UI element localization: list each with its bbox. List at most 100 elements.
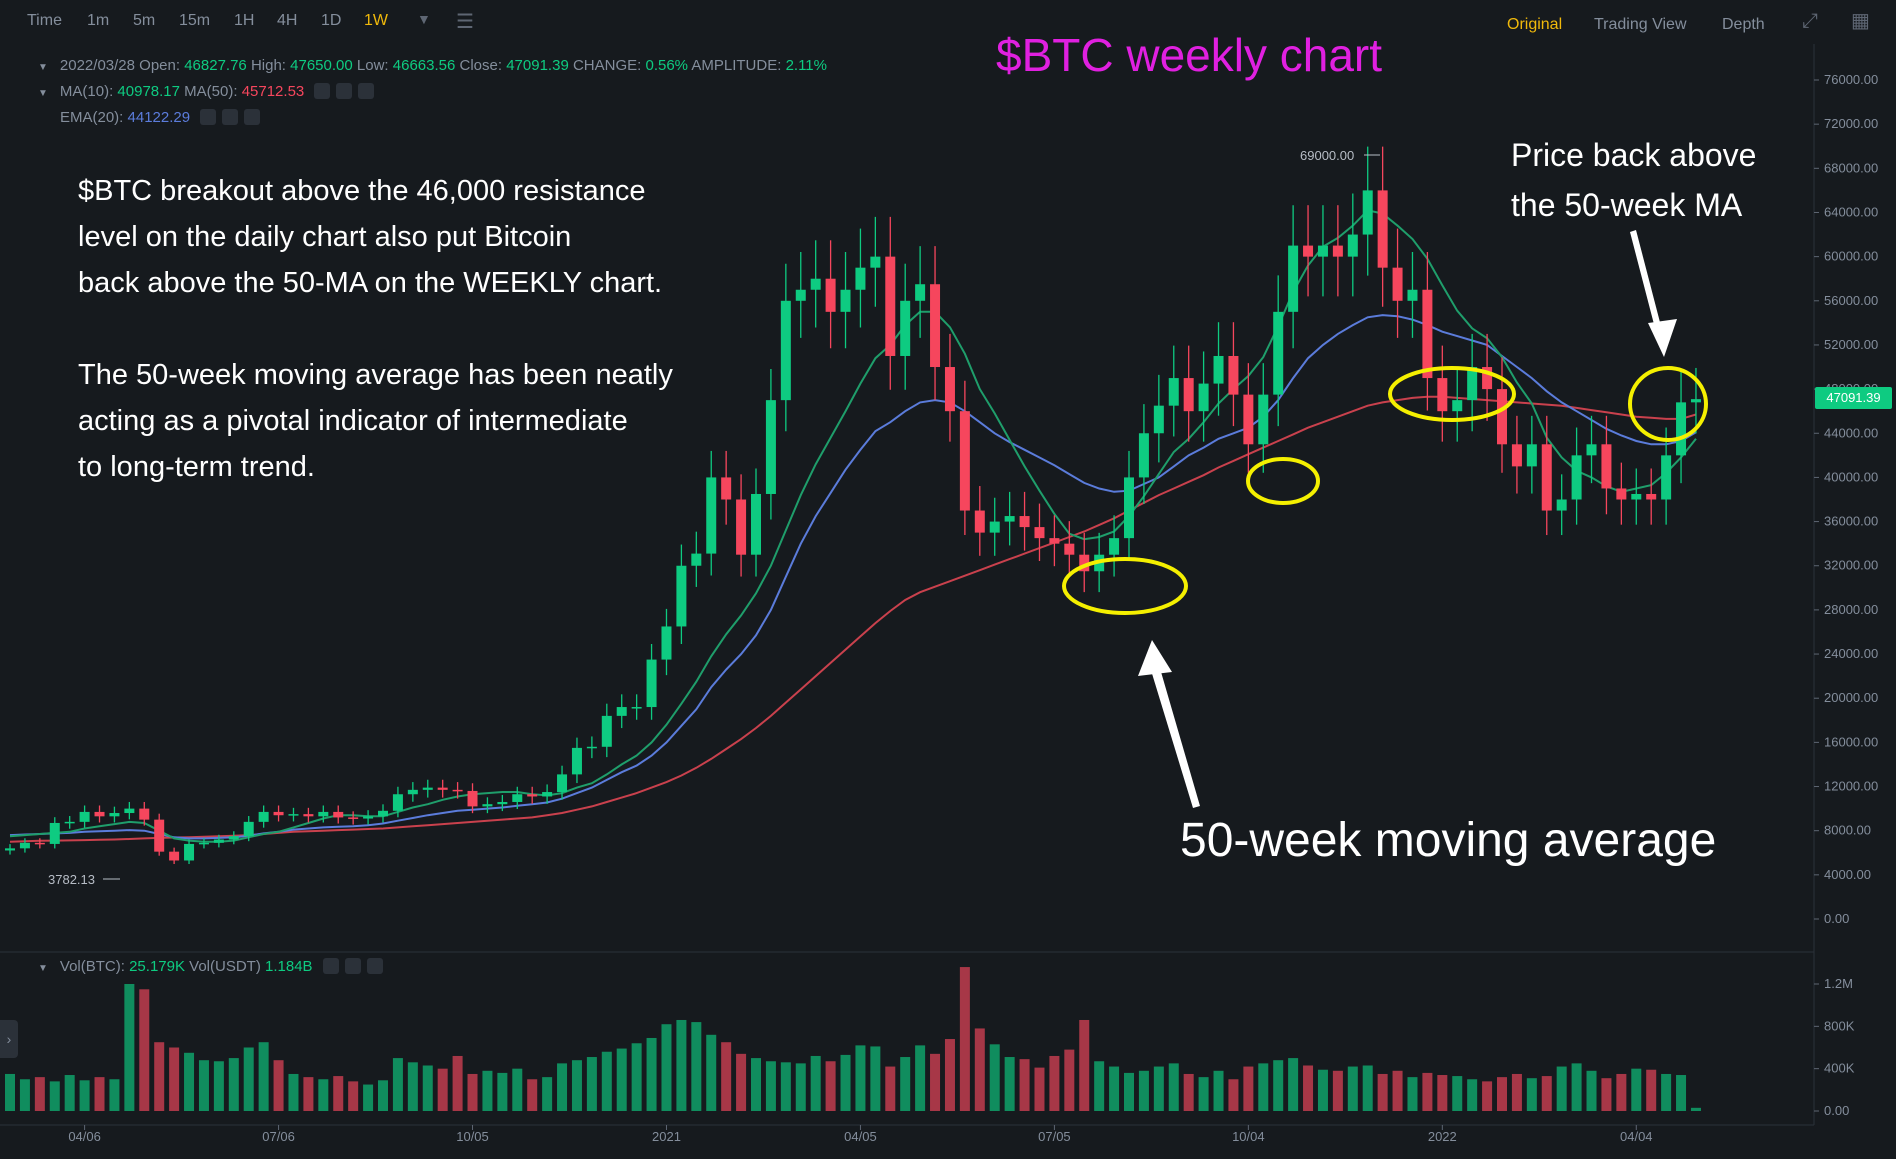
volume-bar (825, 1061, 836, 1111)
candle (1616, 488, 1627, 500)
candle (154, 819, 165, 852)
x-tick-label: 2022 (1428, 1129, 1457, 1144)
close-icon[interactable] (358, 83, 375, 99)
candle (1377, 190, 1388, 268)
candle (467, 790, 478, 807)
volume-bar (303, 1077, 314, 1111)
y-tick-label: 16000.00 (1824, 734, 1878, 749)
candle (1511, 444, 1522, 467)
vol-tick-label: 400K (1824, 1061, 1855, 1076)
candle (706, 477, 717, 554)
volume-bar (79, 1080, 90, 1111)
volume-bar (1228, 1079, 1239, 1111)
high-value: 47650.00 (290, 57, 353, 74)
change-value: 0.56% (645, 57, 689, 74)
candle (363, 816, 374, 819)
visibility-icon[interactable] (322, 958, 339, 974)
volume-bar (885, 1066, 896, 1111)
view-trading-view[interactable]: Trading View (1594, 16, 1687, 33)
volume-bar (1347, 1066, 1358, 1111)
candle (1213, 355, 1224, 384)
volume-bar (855, 1045, 866, 1111)
volume-bar (392, 1058, 403, 1111)
candle (959, 411, 970, 511)
close-icon[interactable] (366, 958, 383, 974)
volume-bar (810, 1055, 821, 1111)
fullscreen-icon[interactable]: ⤢ (1802, 10, 1818, 32)
candle (691, 553, 702, 566)
interval-1w[interactable]: 1W (364, 12, 388, 29)
volume-bar (1213, 1070, 1224, 1111)
view-original[interactable]: Original (1507, 16, 1563, 33)
candle (303, 814, 314, 817)
low-value: 46663.56 (392, 57, 456, 74)
candle (601, 715, 612, 747)
chevron-down-icon[interactable]: ▼ (417, 11, 431, 27)
volume-bar (109, 1079, 120, 1111)
volume-bar (1661, 1073, 1672, 1111)
candle-date: 2022/03/28 (59, 57, 135, 74)
candle (228, 836, 239, 840)
collapse-icon[interactable]: ▼ (38, 963, 48, 974)
collapse-icon[interactable]: ▼ (38, 88, 48, 99)
volume-bar (1019, 1059, 1030, 1111)
candle (1004, 516, 1015, 522)
ma-info: ▼ MA(10): 40978.17 MA(50): 45712.53 (38, 83, 375, 100)
volume-bar (1183, 1073, 1194, 1111)
close-icon[interactable] (244, 109, 261, 125)
candle (422, 787, 433, 790)
interval-4h[interactable]: 4H (277, 12, 298, 29)
view-depth[interactable]: Depth (1722, 16, 1765, 33)
volume-bar (900, 1057, 911, 1111)
volume-bar (751, 1058, 761, 1111)
volume-bar (378, 1080, 388, 1111)
ema20-value: 44122.29 (127, 109, 191, 126)
visibility-icon[interactable] (314, 83, 331, 99)
candle (795, 289, 806, 301)
settings-sliders-icon[interactable]: ☰ (456, 11, 474, 33)
volume-bar (1511, 1073, 1522, 1111)
volume-bar (1556, 1066, 1567, 1111)
volume-bar (1467, 1079, 1478, 1111)
candle (482, 804, 493, 807)
candle (1526, 444, 1537, 467)
volume-bar (930, 1053, 941, 1111)
y-tick-label: 72000.00 (1824, 116, 1878, 131)
candle (1332, 245, 1343, 257)
settings-icon[interactable] (222, 109, 239, 125)
visibility-icon[interactable] (200, 109, 217, 125)
candle (1288, 245, 1299, 312)
volume-bar (795, 1063, 806, 1111)
grid-layout-icon[interactable]: ▦ (1851, 10, 1870, 32)
settings-icon[interactable] (344, 958, 361, 974)
collapse-icon[interactable]: ▼ (38, 62, 48, 73)
interval-1d[interactable]: 1D (321, 12, 342, 29)
volume-bar (1452, 1076, 1463, 1111)
volume-bar (557, 1063, 568, 1111)
arrow-head (1138, 640, 1172, 676)
interval-15m[interactable]: 15m (179, 12, 211, 29)
interval-1m[interactable]: 1m (87, 12, 110, 29)
volume-bar (676, 1019, 687, 1111)
volume-bar (1168, 1063, 1179, 1111)
candle (288, 814, 299, 816)
candle (721, 477, 732, 500)
volume-bar (1676, 1075, 1687, 1111)
candle (1109, 538, 1120, 555)
volume-bar (691, 1022, 702, 1111)
candle (1347, 234, 1358, 257)
y-tick-label: 56000.00 (1824, 293, 1878, 308)
sidebar-toggle-icon[interactable]: › (0, 1020, 18, 1058)
vol-usdt-value: 1.184B (265, 958, 313, 975)
interval-5m[interactable]: 5m (133, 12, 156, 29)
candle (1183, 378, 1194, 412)
interval-1h[interactable]: 1H (234, 12, 255, 29)
volume-bar (765, 1061, 776, 1111)
close-value: 47091.39 (506, 57, 569, 74)
volume-bar (467, 1073, 478, 1111)
time-label: Time (27, 12, 62, 29)
candle (273, 811, 284, 816)
candle (1243, 394, 1254, 445)
candle (109, 813, 120, 817)
settings-icon[interactable] (336, 83, 353, 99)
